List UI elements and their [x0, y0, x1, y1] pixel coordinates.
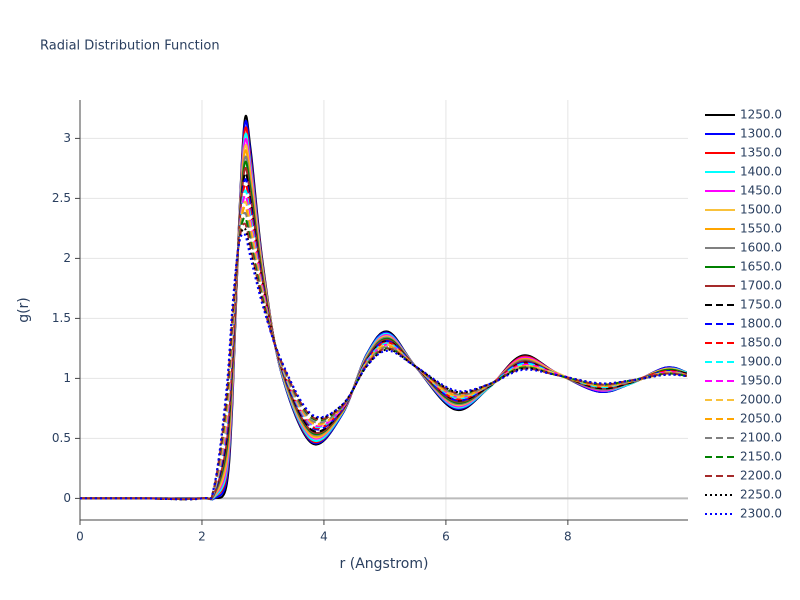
y-tick-label: 1: [63, 371, 71, 385]
legend-text: 1700.0: [740, 279, 782, 293]
series-line: [80, 160, 688, 500]
series-line: [80, 227, 687, 501]
legend-text: 1250.0: [740, 108, 782, 122]
series-line: [80, 155, 688, 501]
legend-text: 1750.0: [740, 298, 782, 312]
series-line: [80, 200, 687, 501]
legend-text: 1800.0: [740, 317, 782, 331]
series-line: [80, 119, 688, 501]
chart-title: Radial Distribution Function: [40, 39, 220, 54]
series-line: [80, 205, 687, 501]
legend-text: 2250.0: [740, 488, 782, 502]
series-line: [80, 216, 687, 501]
series-line: [80, 132, 688, 501]
legend-text: 1900.0: [740, 355, 782, 369]
series-line: [80, 232, 687, 501]
y-tick-label: 1.5: [52, 311, 71, 325]
series-line: [80, 222, 687, 501]
series-line: [80, 211, 687, 501]
legend-text: 2150.0: [740, 450, 782, 464]
grid: 0 2 4 6 8 0 0.5 1 1.5 2 2.5 3: [52, 100, 688, 544]
y-axis-title: g(r): [16, 297, 32, 323]
series-line: [80, 189, 687, 500]
legend-text: 1950.0: [740, 374, 782, 388]
y-tick-label: 0.5: [52, 431, 71, 445]
legend-text: 2200.0: [740, 469, 782, 483]
plot-area: [80, 114, 688, 501]
x-tick-label: 2: [198, 530, 206, 544]
legend-text: 2100.0: [740, 431, 782, 445]
legend-text: 1550.0: [740, 222, 782, 236]
legend-text: 2050.0: [740, 412, 782, 426]
y-tick-label: 3: [63, 131, 71, 145]
series-line: [80, 149, 688, 500]
x-axis-title: r (Angstrom): [340, 556, 429, 572]
legend-text: 1500.0: [740, 203, 782, 217]
legend-text: 1850.0: [740, 336, 782, 350]
legend-text: 1350.0: [740, 146, 782, 160]
y-tick-label: 2: [63, 251, 71, 265]
y-tick-label: 2.5: [52, 191, 71, 205]
series-line: [80, 114, 688, 501]
x-tick-label: 4: [320, 530, 328, 544]
x-tick-label: 0: [76, 530, 84, 544]
legend-text: 1650.0: [740, 260, 782, 274]
x-tick-label: 8: [564, 530, 572, 544]
legend: 1250.0 1300.0 1350.0 1400.0 1450.0 1500.0 1550…: [705, 108, 782, 521]
legend-text: 1450.0: [740, 184, 782, 198]
y-tick-label: 0: [63, 491, 71, 505]
legend-text: 1300.0: [740, 127, 782, 141]
legend-text: 2000.0: [740, 393, 782, 407]
series-line: [80, 126, 688, 501]
legend-text: 1600.0: [740, 241, 782, 255]
legend-text: 1400.0: [740, 165, 782, 179]
legend-text: 2300.0: [740, 507, 782, 521]
x-tick-label: 6: [442, 530, 450, 544]
